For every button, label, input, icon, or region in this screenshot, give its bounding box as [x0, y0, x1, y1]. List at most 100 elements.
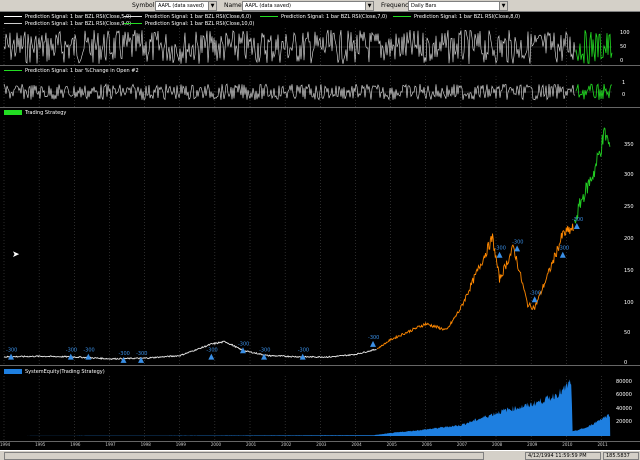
legend-swatch [4, 110, 22, 115]
price-axis-300: 300 [624, 172, 634, 178]
rsi-signal-chart [3, 28, 613, 66]
signal-axis-100: 100 [620, 30, 630, 36]
date-tick-label: 2009 [527, 442, 538, 447]
change-signal-line-recent [575, 83, 613, 100]
trade-marker [573, 223, 580, 230]
legend-rsi10: Prediction Signal: 1 bar BZL RSI(Close,1… [124, 21, 254, 27]
change-axis-1: 1 [622, 80, 626, 86]
trade-marker-label: -300 [259, 348, 270, 354]
legend-swatch [4, 70, 22, 71]
name-select[interactable]: AAPL (data saved) ▼ [242, 1, 374, 11]
trade-marker [67, 353, 74, 360]
legend-strategy: Trading Strategy [4, 110, 66, 116]
chevron-down-icon[interactable]: ▼ [208, 2, 216, 10]
legend-swatch [124, 16, 142, 17]
symbol-select[interactable]: AAPL (data saved) ▼ [155, 1, 217, 11]
date-tick-label: 1997 [105, 442, 116, 447]
trade-marker-label: -300 [66, 348, 77, 354]
trade-marker [120, 356, 127, 363]
name-label: Name [224, 2, 242, 9]
signal-axis-0: 0 [620, 58, 624, 64]
frequency-label: Frequency [381, 2, 412, 9]
date-tick-label: 2010 [562, 442, 573, 447]
price-line-late [574, 127, 611, 224]
rsi-signal-line [3, 29, 576, 65]
date-tick-label: 1999 [175, 442, 186, 447]
trade-marker [531, 296, 538, 303]
trade-marker-label: -300 [238, 341, 249, 347]
status-datetime: 4/12/1994 11:59:59 PM [525, 452, 601, 460]
legend-rsi8: Prediction Signal: 1 bar BZL RSI(Close,8… [393, 14, 520, 20]
date-tick-label: 2002 [281, 442, 292, 447]
trade-marker [138, 356, 145, 363]
date-tick-label: 2006 [421, 442, 432, 447]
legend-rsi9: Prediction Signal: 1 bar BZL RSI(Close,9… [4, 21, 131, 27]
trade-marker [85, 353, 92, 360]
legend-swatch [393, 16, 411, 17]
date-tick-label: 2008 [492, 442, 503, 447]
date-tick-label: 1995 [35, 442, 46, 447]
status-empty [4, 452, 484, 460]
trade-marker-label: -300 [558, 246, 569, 252]
trade-marker-label: -300 [530, 290, 541, 296]
chevron-down-icon[interactable]: ▼ [365, 2, 373, 10]
price-axis-100: 100 [624, 300, 634, 306]
status-bar: 4/12/1994 11:59:59 PM 185.5837 [0, 450, 640, 460]
price-axis-0: 0 [624, 360, 628, 366]
date-tick-label: 2003 [316, 442, 327, 447]
date-tick-label: 2011 [597, 442, 608, 447]
trade-marker [559, 251, 566, 258]
date-tick-label: 2007 [456, 442, 468, 447]
status-value: 185.5837 [603, 452, 639, 460]
chevron-down-icon[interactable]: ▼ [499, 2, 507, 10]
equity-axis-80000: 80000 [616, 379, 632, 385]
legend-swatch [124, 23, 142, 24]
toolbar: Symbol AAPL (data saved) ▼ Name AAPL (da… [0, 0, 640, 12]
trade-marker [208, 353, 215, 360]
price-line-mid [376, 223, 574, 350]
trade-marker [514, 245, 521, 252]
equity-area [4, 379, 611, 436]
trade-marker-label: -300 [6, 348, 17, 354]
change-signal-chart [3, 76, 613, 108]
legend-rsi6: Prediction Signal: 1 bar BZL RSI(Close,6… [124, 14, 251, 20]
trade-marker [8, 353, 15, 360]
trade-marker [496, 251, 503, 258]
date-tick-label: 2000 [210, 442, 222, 447]
equity-pane[interactable]: SystemEquity(Trading Strategy) 80000 600… [0, 366, 640, 442]
date-tick-label: 1998 [140, 442, 151, 447]
date-tick-label: 1994 [0, 442, 11, 447]
trade-marker [261, 353, 268, 360]
trade-marker-label: -300 [83, 348, 94, 354]
trade-marker [370, 340, 377, 347]
legend-swatch [4, 23, 22, 24]
price-axis-200: 200 [624, 236, 634, 242]
frequency-select[interactable]: Daily Bars ▼ [408, 1, 508, 11]
legend-rsi5: Prediction Signal: 1 bar BZL RSI(Close,5… [4, 14, 131, 20]
price-axis-50: 50 [624, 330, 631, 336]
equity-axis-20000: 20000 [616, 419, 632, 425]
price-axis-150: 150 [624, 268, 634, 274]
equity-chart [3, 376, 611, 442]
price-axis-250: 250 [624, 204, 634, 210]
trade-marker-label: -300 [495, 246, 506, 252]
price-line-early [3, 340, 377, 360]
trade-marker [239, 347, 246, 354]
signal-pane[interactable]: Prediction Signal: 1 bar BZL RSI(Close,5… [0, 12, 640, 66]
trade-marker-label: -300 [136, 351, 147, 357]
trade-marker-label: -300 [206, 348, 217, 354]
change-pane[interactable]: Prediction Signal: 1 bar %Change in Open… [0, 66, 640, 108]
legend-equity: SystemEquity(Trading Strategy) [4, 369, 105, 375]
name-value: AAPL (data saved) [245, 3, 292, 9]
date-axis: 1994 1995 1996 1997 1998 1999 2000 2001 2002 2003… [0, 442, 640, 450]
trade-marker-label: -300 [572, 217, 583, 223]
trade-marker-label: -300 [298, 348, 309, 354]
rsi-signal-line-recent [575, 30, 613, 64]
change-signal-line [3, 83, 576, 101]
symbol-label: Symbol [132, 2, 155, 9]
price-axis-350: 350 [624, 142, 634, 148]
strategy-pane[interactable]: Trading Strategy -300 -300 -300 -300 -300 -30… [0, 108, 640, 366]
date-tick-label: 2004 [351, 442, 362, 447]
legend-swatch [260, 16, 278, 17]
legend-change: Prediction Signal: 1 bar %Change in Open… [4, 68, 139, 74]
